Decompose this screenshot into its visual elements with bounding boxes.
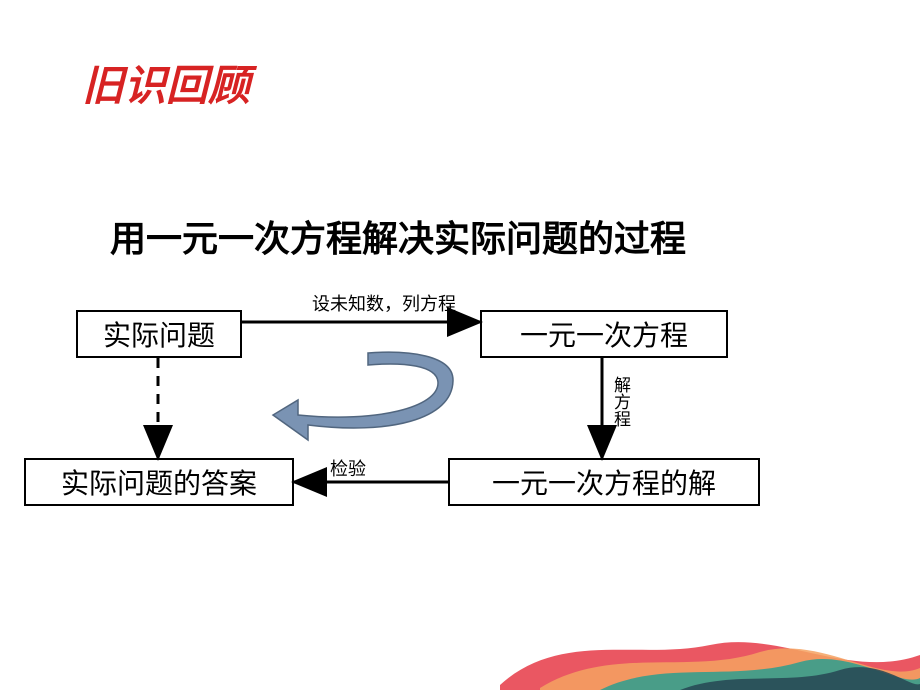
subtitle-text: 用一元一次方程解决实际问题的过程 xyxy=(110,218,686,259)
box-answer: 实际问题的答案 xyxy=(24,458,294,506)
label-setup: 设未知数，列方程 xyxy=(312,290,456,316)
box-answer-text: 实际问题的答案 xyxy=(61,462,257,502)
page-title: 旧识回顾 xyxy=(82,52,250,113)
curve-arrow xyxy=(273,352,453,440)
box-solution: 一元一次方程的解 xyxy=(448,458,760,506)
label-solve-text: 解方程 xyxy=(611,376,630,427)
box-problem: 实际问题 xyxy=(76,310,242,358)
box-problem-text: 实际问题 xyxy=(103,314,215,354)
label-check: 检验 xyxy=(330,455,366,481)
label-setup-text: 设未知数，列方程 xyxy=(312,294,456,314)
label-solve: 解方程 xyxy=(608,376,633,427)
box-equation-text: 一元一次方程 xyxy=(520,314,688,354)
box-equation: 一元一次方程 xyxy=(480,310,728,358)
label-check-text: 检验 xyxy=(330,459,366,479)
title-text: 旧识回顾 xyxy=(82,62,250,109)
decoration-swirl xyxy=(500,590,920,690)
subtitle: 用一元一次方程解决实际问题的过程 xyxy=(110,210,686,262)
box-solution-text: 一元一次方程的解 xyxy=(492,462,716,502)
